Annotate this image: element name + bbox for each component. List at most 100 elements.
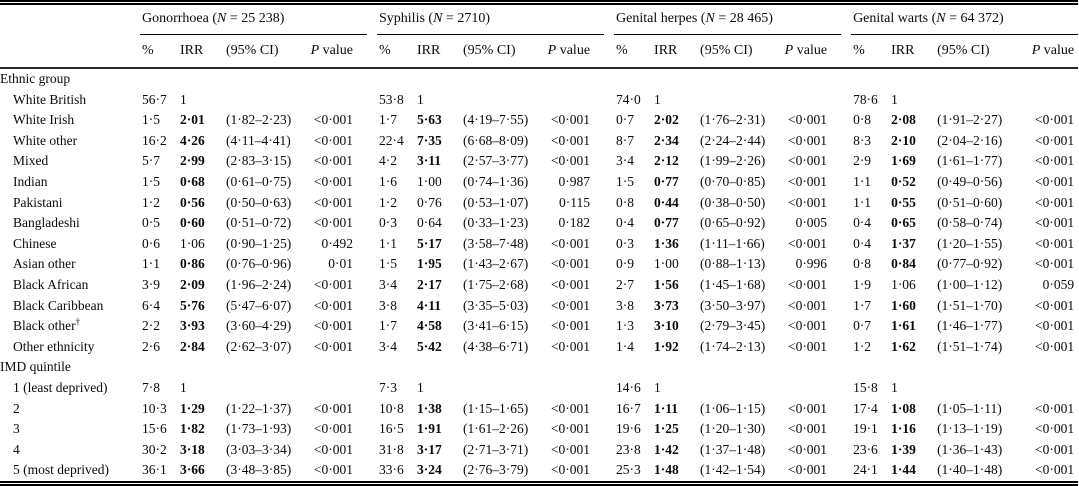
ci-cell: (4·19–7·55) bbox=[463, 112, 529, 128]
pvalue-cell: <0·001 bbox=[787, 297, 828, 313]
irr-cell: 1 bbox=[891, 379, 898, 395]
irr-cell: 1·62 bbox=[891, 338, 916, 354]
irr-cell: 1·16 bbox=[891, 421, 916, 437]
irr-cell: 0·44 bbox=[654, 194, 679, 210]
ci-cell: (0·61–0·75) bbox=[226, 173, 292, 189]
pvalue-cell: <0·001 bbox=[313, 400, 353, 416]
row-label: Indian bbox=[13, 173, 48, 189]
pvalue-cell: <0·001 bbox=[550, 318, 591, 334]
ci-cell: (0·49–0·56) bbox=[937, 173, 1003, 189]
group-gap bbox=[604, 337, 614, 358]
group-gap bbox=[841, 275, 851, 296]
irr-cell: 1·39 bbox=[891, 441, 916, 457]
pvalue-cell: <0·001 bbox=[787, 194, 828, 210]
ci-cell: (3·41–6·15) bbox=[463, 318, 529, 334]
irr-cell: 1·56 bbox=[654, 276, 679, 292]
pct-cell: 78·6 bbox=[853, 91, 878, 107]
pvalue-cell: <0·001 bbox=[787, 421, 828, 437]
pct-cell: 1·7 bbox=[853, 297, 872, 313]
ci-cell: (2·04–2·16) bbox=[937, 132, 1003, 148]
pvalue-cell: 0·059 bbox=[1042, 276, 1075, 292]
pct-cell: 10·8 bbox=[379, 400, 404, 416]
irr-cell: 1·08 bbox=[891, 400, 916, 416]
group-gap bbox=[367, 460, 377, 483]
ci-cell bbox=[224, 378, 310, 399]
irr-header-genital-warts: IRR bbox=[889, 34, 936, 69]
row-label: Other ethnicity bbox=[13, 338, 95, 354]
group-gap bbox=[367, 193, 377, 214]
ci-cell bbox=[698, 90, 784, 111]
irr-cell: 1 bbox=[417, 379, 424, 395]
pvalue-cell: <0·001 bbox=[1035, 256, 1075, 272]
group-gap bbox=[367, 34, 377, 69]
pct-cell: 23·8 bbox=[616, 441, 641, 457]
group-gap bbox=[841, 337, 851, 358]
pct-cell: 1·1 bbox=[379, 235, 397, 251]
group-gap bbox=[367, 378, 377, 399]
n-symbol: N bbox=[936, 11, 946, 26]
pct-cell: 0·3 bbox=[616, 235, 635, 251]
group-gap bbox=[841, 234, 851, 255]
group-header-gonorrhoea: Gonorrhoea (N = 25 238) bbox=[140, 2, 367, 35]
pct-header-syphilis: % bbox=[377, 34, 415, 69]
pvalue-cell: <0·001 bbox=[1035, 194, 1075, 210]
ci-cell: (2·83–3·15) bbox=[226, 153, 292, 169]
corner-cell bbox=[0, 3, 140, 35]
ci-cell: (1·06–1·15) bbox=[700, 400, 766, 416]
pct-cell: 53·8 bbox=[379, 91, 404, 107]
row-label: 5 (most deprived) bbox=[13, 462, 109, 478]
ci-cell bbox=[935, 90, 1021, 111]
pct-cell: 0·8 bbox=[853, 256, 872, 272]
irr-cell: 2·10 bbox=[891, 132, 916, 148]
group-gap bbox=[367, 419, 377, 440]
table-row-3: 3 15·6 1·82 (1·73–1·93) <0·001 16·5 1·91 (1·61–… bbox=[0, 419, 1078, 440]
irr-cell: 2·02 bbox=[654, 112, 679, 128]
pct-cell: 16·7 bbox=[616, 400, 641, 416]
irr-header-syphilis: IRR bbox=[415, 34, 461, 69]
irr-cell: 1·00 bbox=[417, 173, 442, 189]
irr-cell: 1·06 bbox=[891, 276, 916, 292]
pct-cell: 15·6 bbox=[142, 421, 167, 437]
group-gap bbox=[604, 275, 614, 296]
irr-cell: 0·77 bbox=[654, 215, 679, 231]
pvalue-cell: <0·001 bbox=[787, 338, 828, 354]
pct-cell: 23·6 bbox=[853, 441, 878, 457]
pct-cell: 0·8 bbox=[616, 194, 635, 210]
ci-cell: (1·51–1·74) bbox=[937, 338, 1003, 354]
pvalue-cell: <0·001 bbox=[1035, 462, 1075, 478]
pct-cell: 56·7 bbox=[142, 91, 167, 107]
irr-cell: 2·08 bbox=[891, 112, 916, 128]
pvalue-cell: <0·001 bbox=[550, 400, 591, 416]
row-label: 3 bbox=[13, 421, 20, 437]
irr-cell: 1·92 bbox=[654, 338, 679, 354]
pct-cell: 3·9 bbox=[142, 276, 160, 292]
pvalue-cell: <0·001 bbox=[787, 112, 828, 128]
group-gap bbox=[841, 3, 851, 35]
pct-cell: 1·7 bbox=[379, 318, 397, 334]
pvalue-cell bbox=[310, 378, 367, 399]
pct-header-genital-herpes: % bbox=[614, 34, 653, 69]
group-header-syphilis: Syphilis (N = 2710) bbox=[377, 2, 605, 35]
pct-cell: 0·7 bbox=[853, 318, 872, 334]
pvalue-cell: <0·001 bbox=[313, 194, 353, 210]
pvalue-cell: 0·115 bbox=[559, 194, 591, 210]
table-row-mixed: Mixed 5·7 2·99 (2·83–3·15) <0·001 4·2 3·11 (2·5… bbox=[0, 151, 1078, 172]
pvalue-cell: <0·001 bbox=[313, 112, 353, 128]
section-row-imd-quintile: IMD quintile bbox=[0, 357, 1078, 378]
irr-cell: 3·11 bbox=[417, 153, 442, 169]
group-gap bbox=[367, 172, 377, 193]
group-gap bbox=[604, 3, 614, 35]
pct-cell: 2·9 bbox=[853, 153, 872, 169]
pct-cell: 0·9 bbox=[616, 256, 635, 272]
pvalue-cell: 0·996 bbox=[795, 256, 828, 272]
irr-cell: 0·55 bbox=[891, 194, 916, 210]
irr-cell: 1·91 bbox=[417, 421, 442, 437]
n-symbol: N bbox=[705, 11, 715, 26]
pct-cell: 1·5 bbox=[142, 173, 160, 189]
pct-cell: 0·7 bbox=[616, 112, 635, 128]
ci-cell: (1·73–1·93) bbox=[226, 421, 292, 437]
irr-cell: 0·77 bbox=[654, 173, 679, 189]
ci-cell: (4·11–4·41) bbox=[226, 132, 291, 148]
ci-cell: (0·88–1·13) bbox=[700, 256, 766, 272]
irr-cell: 1·82 bbox=[180, 421, 205, 437]
